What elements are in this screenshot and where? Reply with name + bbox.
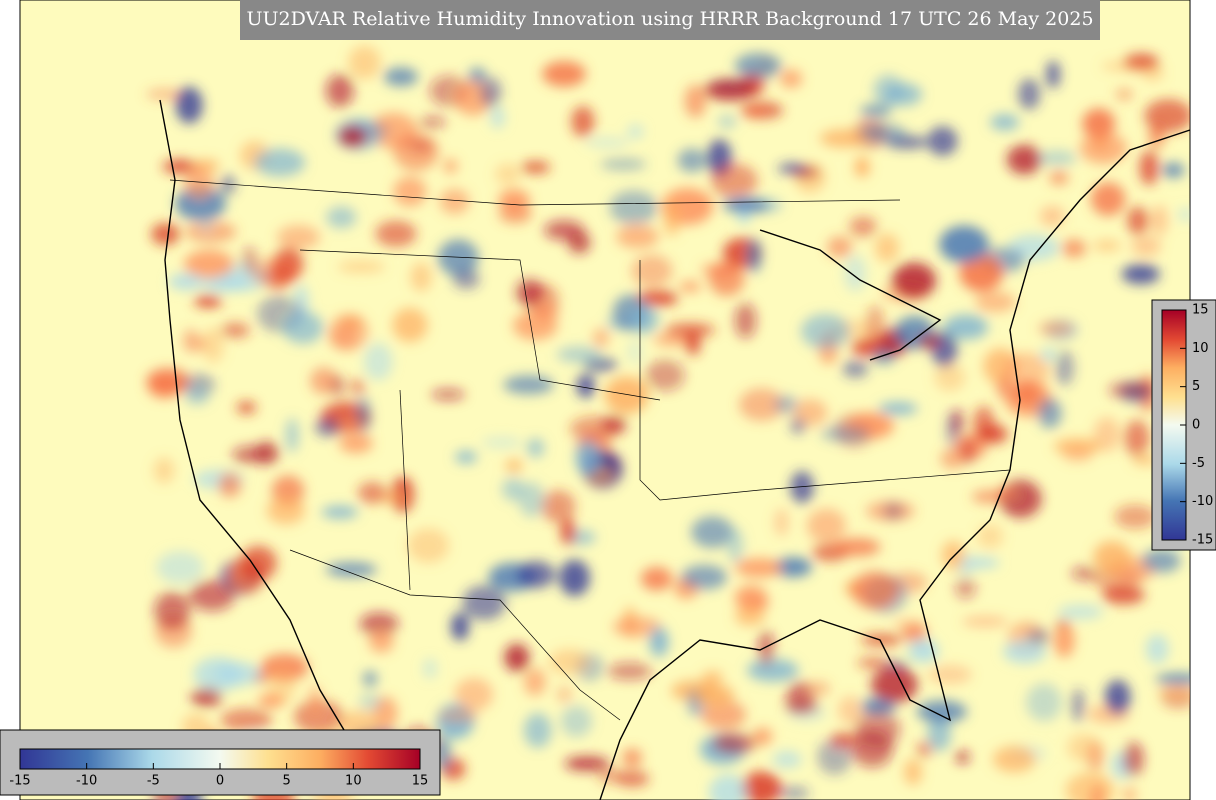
tick-label: -15 (1192, 533, 1213, 548)
colorbar-ticks: -15 -15 -10 -10 -5 -5 0 0 5 5 10 10 15 15 (9, 303, 1213, 789)
tick-label: 10 (1192, 341, 1209, 356)
tick-label: 15 (412, 774, 429, 789)
tick-label: 10 (345, 774, 362, 789)
innovation-field (146, 45, 1190, 800)
tick-label: 5 (283, 774, 291, 789)
tick-label: -10 (1192, 494, 1213, 509)
tick-label: -5 (147, 774, 160, 789)
tick-label: 0 (216, 774, 224, 789)
title-box (240, 0, 1100, 40)
borders (169, 179, 1011, 721)
tick-label: 0 (1192, 418, 1200, 433)
coastlines (159, 99, 1191, 800)
tick-label: -15 (9, 774, 30, 789)
title: UU2DVAR Relative Humidity Innovation usi… (246, 8, 1093, 30)
tick-label: -10 (76, 774, 97, 789)
tick-label: 5 (1192, 379, 1200, 394)
tick-label: -5 (1192, 456, 1205, 471)
tick-label: 15 (1192, 303, 1209, 318)
